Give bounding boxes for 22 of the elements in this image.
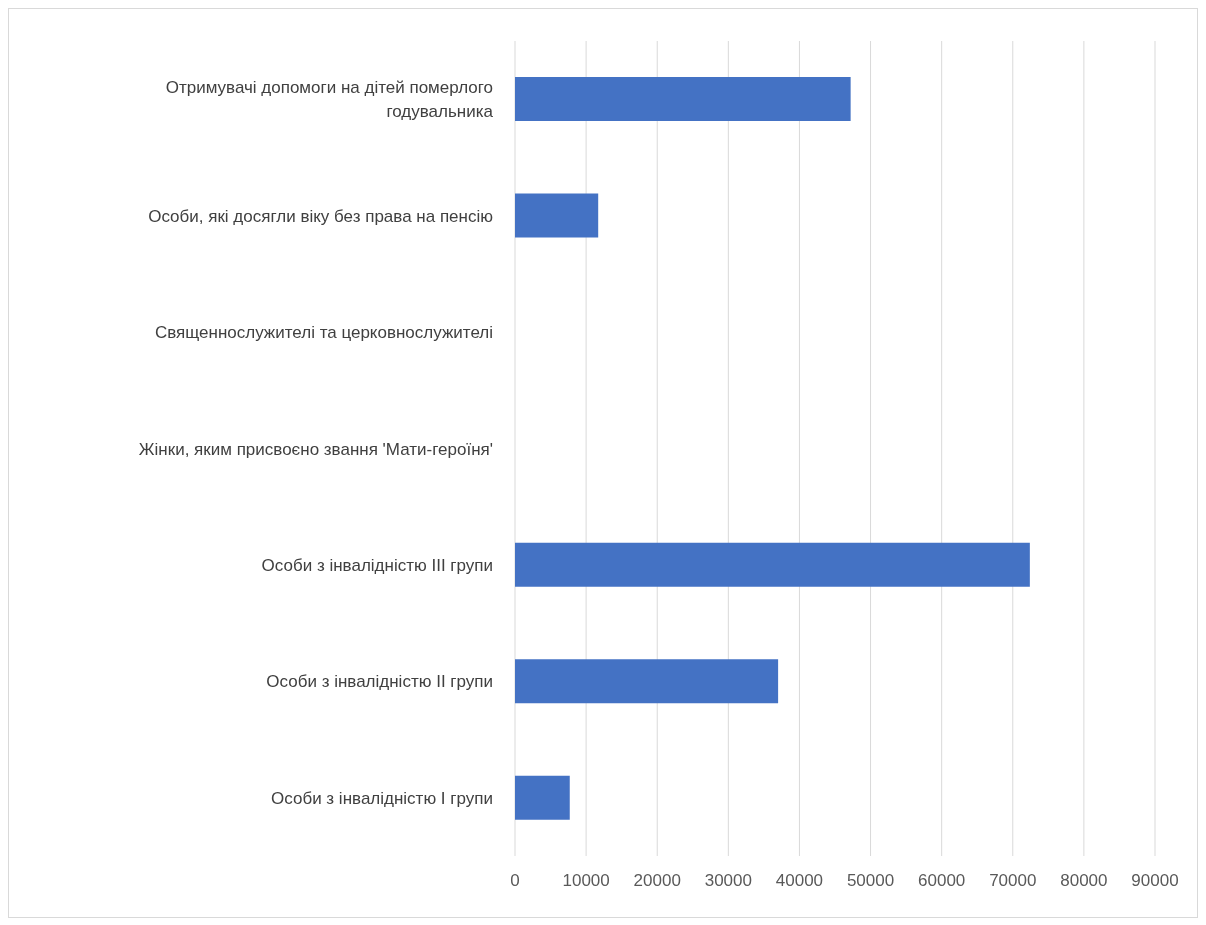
bar xyxy=(515,542,1030,587)
x-tick-label: 30000 xyxy=(704,871,752,891)
x-tick-label: 50000 xyxy=(846,871,895,891)
x-tick-label: 40000 xyxy=(775,871,824,891)
x-tick-label: 80000 xyxy=(1060,871,1108,891)
bar xyxy=(515,77,851,122)
y-tick-label: Священнослужителі та церковнослужителі xyxy=(154,322,493,342)
x-tick-label: 20000 xyxy=(633,871,681,891)
bar xyxy=(515,193,599,238)
x-tick-label: 10000 xyxy=(562,871,610,891)
y-tick-label: Особи, які досягли віку без права на пенсію xyxy=(148,206,494,226)
x-tick-label: 90000 xyxy=(1131,871,1179,891)
y-tick-label: Жінки, яким присвоєно звання 'Мати-героїня' xyxy=(138,439,493,458)
x-tick-label: 60000 xyxy=(918,871,966,891)
x-tick-label: 70000 xyxy=(989,871,1037,891)
x-tick-label: 0 xyxy=(510,871,520,891)
y-tick-label: Особи з інвалідністю ІІІ групи xyxy=(261,555,493,575)
y-tick-label: Особи з інвалідністю І групи xyxy=(271,788,493,808)
y-tick-label: Особи з інвалідністю ІІ групи xyxy=(266,671,493,691)
bar xyxy=(515,775,570,820)
bar xyxy=(515,659,779,704)
y-tick-label: Отримувачі допомоги на дітей померлого годувальника xyxy=(165,77,494,121)
